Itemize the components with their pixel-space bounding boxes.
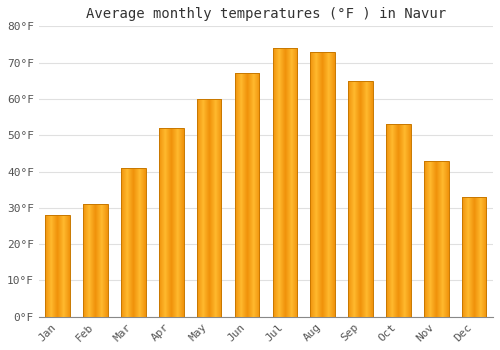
Bar xyxy=(159,128,184,317)
Bar xyxy=(424,161,448,317)
Bar xyxy=(310,52,335,317)
Bar xyxy=(84,204,108,317)
Bar xyxy=(386,124,410,317)
Bar xyxy=(197,99,222,317)
Bar xyxy=(234,74,260,317)
Bar xyxy=(46,215,70,317)
Bar xyxy=(348,81,373,317)
Bar xyxy=(462,197,486,317)
Bar xyxy=(272,48,297,317)
Bar xyxy=(121,168,146,317)
Title: Average monthly temperatures (°F ) in Navur: Average monthly temperatures (°F ) in Na… xyxy=(86,7,446,21)
